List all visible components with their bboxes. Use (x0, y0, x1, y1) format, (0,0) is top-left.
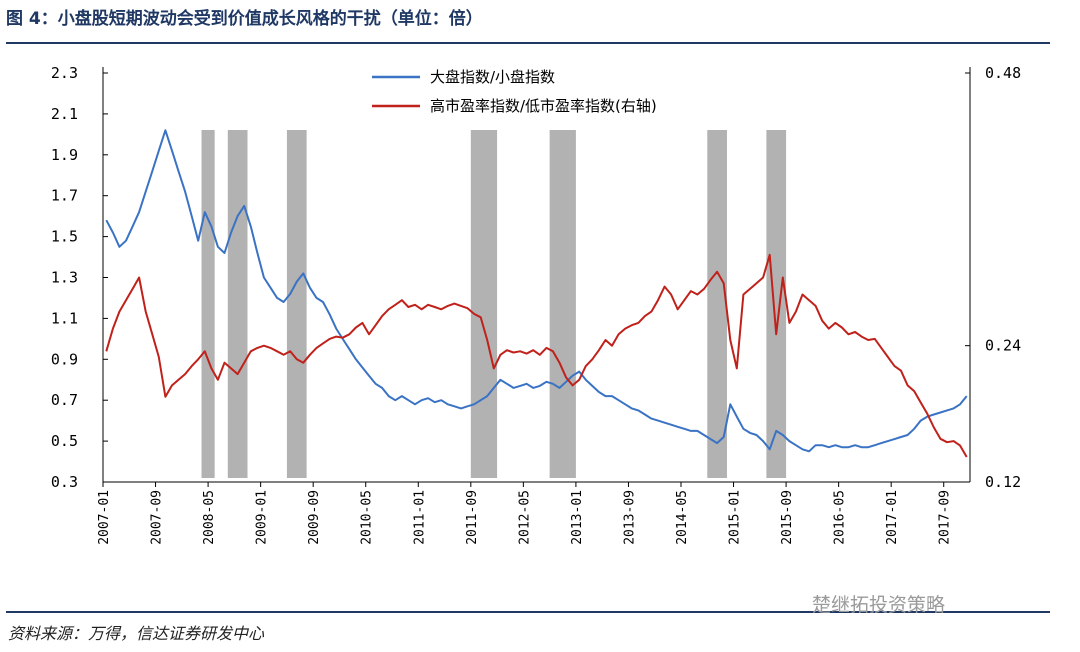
x-tick-label: 2017-01 (885, 490, 900, 545)
watermark-text: 楚继拓投资策略 (812, 594, 946, 616)
left-tick-label: 0.5 (51, 432, 78, 450)
x-tick-label: 2007-01 (97, 490, 112, 545)
plot-frame (102, 67, 971, 483)
series-line-2 (105, 253, 968, 458)
right-axis-ticks: 0.48 0.24 0.12 (965, 64, 1021, 491)
shaded-band-1 (227, 130, 248, 478)
left-tick-label: 1.3 (51, 269, 78, 287)
x-tick-label: 2009-09 (307, 490, 322, 545)
right-tick-label: 0.48 (985, 64, 1021, 82)
x-tick-label: 2009-01 (255, 490, 270, 545)
left-tick-label: 1.1 (51, 309, 78, 327)
title-rule (6, 42, 1050, 44)
x-tick-label: 2010-05 (360, 490, 375, 545)
shaded-band-6 (766, 130, 787, 478)
legend-label-series1: 大盘指数/小盘指数 (430, 68, 555, 86)
x-tick-label: 2008-05 (202, 490, 217, 545)
left-tick-label: 0.7 (51, 391, 78, 409)
legend-label-series2: 高市盈率指数/低市盈率指数(右轴) (430, 97, 657, 115)
series-line-1 (105, 129, 968, 453)
x-axis-ticks: 2007-01 2007-09 2008-05 2009-01 2009-09 2010-… (97, 482, 953, 545)
x-tick-label: 2014-05 (675, 490, 690, 545)
right-tick-label: 0.24 (985, 337, 1021, 355)
x-tick-label: 2013-01 (570, 490, 585, 545)
footer-rule (6, 611, 1050, 613)
source-note: 资料来源：万得，信达证券研发中心 (8, 624, 265, 643)
x-tick-label: 2017-09 (938, 490, 953, 545)
legend: 大盘指数/小盘指数 高市盈率指数/低市盈率指数(右轴) (372, 68, 657, 115)
shaded-band-0 (201, 130, 215, 478)
series-lines (105, 129, 968, 458)
left-axis-ticks: 2.3 2.1 1.9 1.7 1.5 1.3 1.1 0.9 0.7 0.5 0.3 (51, 64, 108, 491)
x-tick-label: 2015-09 (780, 490, 795, 545)
x-tick-label: 2011-09 (465, 490, 480, 545)
left-tick-label: 0.9 (51, 350, 78, 368)
page-title: 图 4：小盘股短期波动会受到价值成长风格的干扰（单位：倍） (6, 9, 483, 29)
shaded-band-4 (549, 130, 576, 478)
left-tick-label: 1.5 (51, 228, 78, 246)
shaded-band-2 (286, 130, 307, 478)
shaded-periods (201, 130, 787, 478)
x-tick-label: 2007-09 (150, 490, 165, 545)
x-tick-label: 2011-01 (412, 490, 427, 545)
left-tick-label: 2.3 (51, 64, 78, 82)
right-tick-label: 0.12 (985, 473, 1021, 491)
shaded-band-3 (470, 130, 498, 478)
shaded-band-5 (707, 130, 727, 478)
left-tick-label: 2.1 (51, 105, 78, 123)
x-tick-label: 2013-09 (622, 490, 637, 545)
x-tick-label: 2015-01 (728, 490, 743, 545)
x-tick-label: 2016-05 (833, 490, 848, 545)
left-tick-label: 1.9 (51, 146, 78, 164)
left-tick-label: 1.7 (51, 187, 78, 205)
left-tick-label: 0.3 (51, 473, 78, 491)
x-tick-label: 2012-05 (517, 490, 532, 545)
